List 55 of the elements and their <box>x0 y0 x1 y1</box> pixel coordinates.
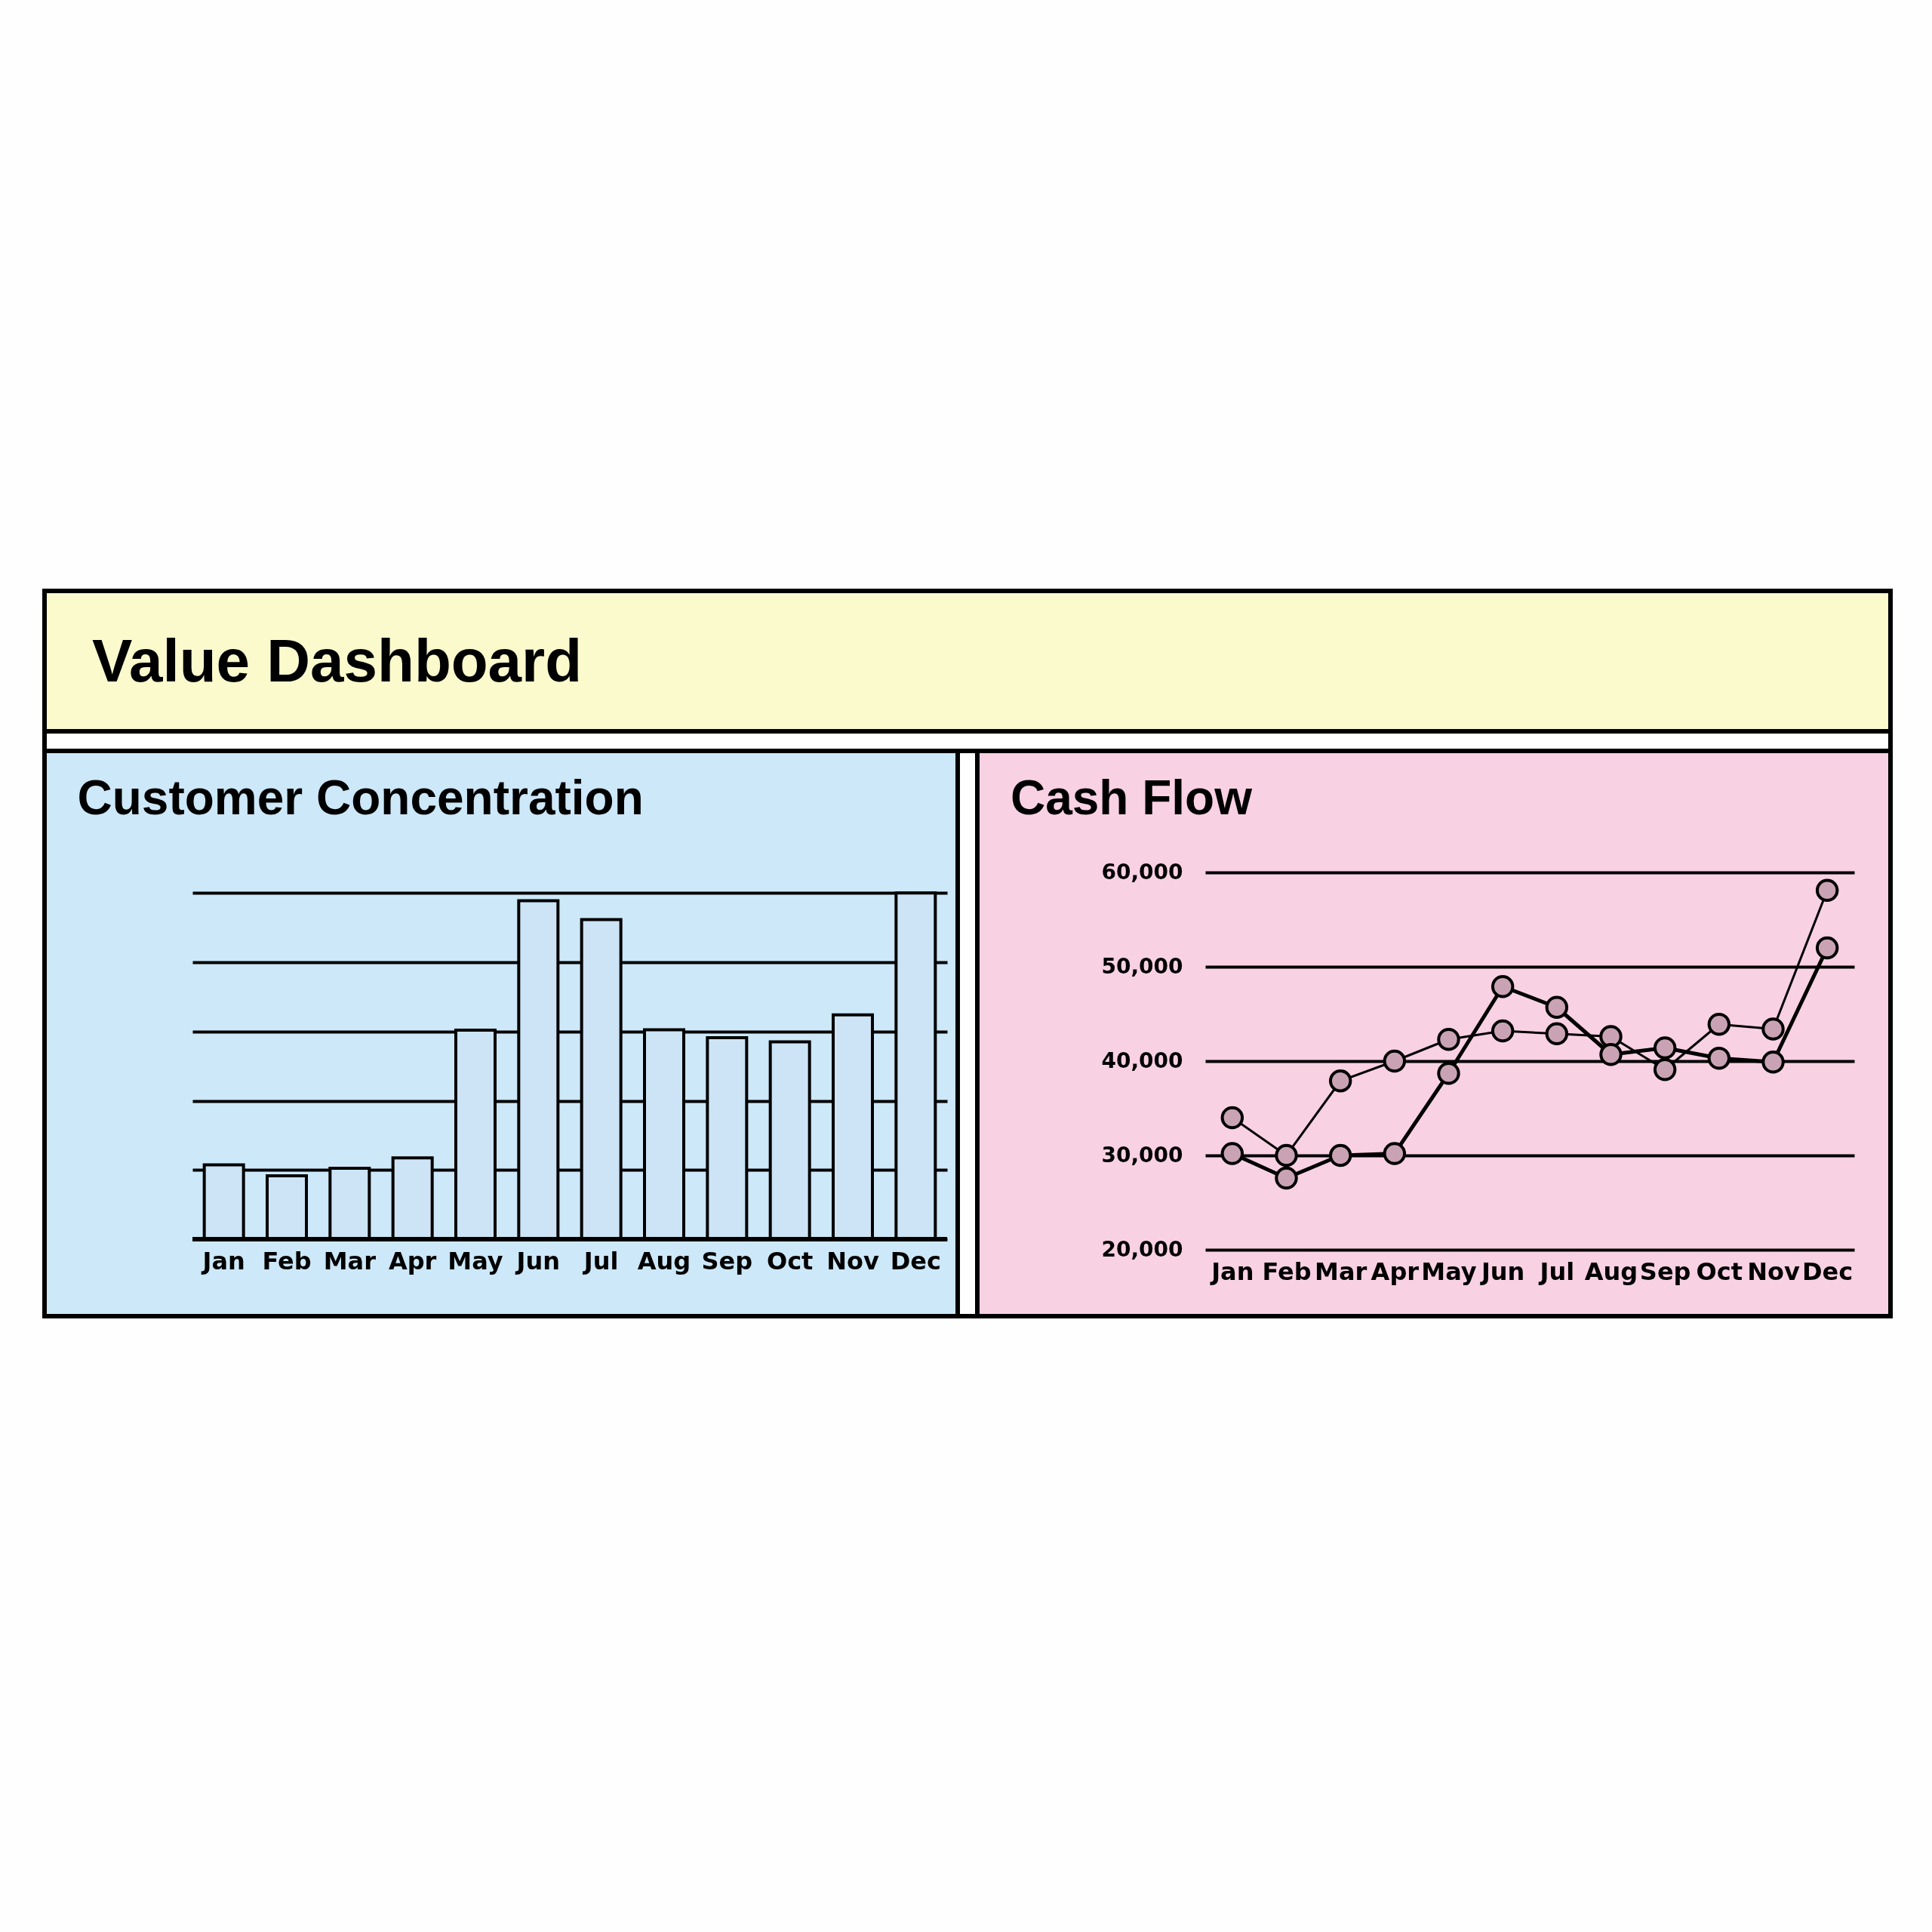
point <box>1815 878 1839 902</box>
y-tick-label: 30,000 <box>1101 1142 1183 1168</box>
x-tick-label: Aug <box>1584 1257 1638 1286</box>
point <box>1653 1036 1677 1060</box>
point <box>1437 1028 1460 1051</box>
point <box>1328 1069 1352 1093</box>
point <box>1220 1106 1244 1130</box>
x-tick-label: Aug <box>637 1246 691 1275</box>
point <box>1491 1019 1515 1043</box>
point <box>1275 1166 1298 1190</box>
x-tick-label: Feb <box>1262 1257 1312 1286</box>
x-tick-label: Apr <box>1371 1257 1420 1286</box>
x-tick-label: May <box>448 1246 503 1275</box>
point <box>1275 1143 1298 1168</box>
x-tick-label: Oct <box>766 1246 814 1275</box>
x-tick-label: Sep <box>701 1246 753 1275</box>
chart-title: Cash Flow <box>1010 771 1253 825</box>
point <box>1707 1047 1731 1070</box>
point <box>1220 1142 1244 1165</box>
x-tick-label: Jan <box>201 1246 245 1275</box>
x-tick-label: Feb <box>262 1246 312 1275</box>
point <box>1653 1058 1677 1081</box>
y-tick-label: 40,000 <box>1101 1048 1183 1073</box>
point <box>1328 1143 1352 1168</box>
x-tick-label: Jul <box>1538 1257 1575 1286</box>
x-tick-label: Jun <box>1479 1257 1525 1286</box>
x-tick-label: Nov <box>826 1246 879 1275</box>
x-tick-label: Oct <box>1696 1257 1743 1286</box>
point <box>1599 1043 1623 1066</box>
text: Value Dashboard <box>92 626 583 696</box>
x-tick-label: Sep <box>1639 1257 1691 1286</box>
x-tick-label: Jun <box>515 1246 561 1275</box>
x-tick-label: Nov <box>1747 1257 1800 1286</box>
point <box>1383 1049 1407 1073</box>
point <box>1383 1142 1407 1165</box>
point <box>1707 1013 1731 1036</box>
point <box>1761 1051 1785 1074</box>
point <box>1545 995 1569 1019</box>
y-tick-label: 60,000 <box>1101 859 1183 884</box>
x-tick-label: Jan <box>1210 1257 1254 1286</box>
x-tick-label: Dec <box>1802 1257 1854 1286</box>
point <box>1437 1062 1460 1085</box>
x-tick-label: Dec <box>890 1246 941 1275</box>
y-tick-label: 50,000 <box>1101 953 1183 979</box>
point <box>1491 975 1515 998</box>
x-tick-label: Jul <box>582 1246 619 1275</box>
point <box>1761 1017 1785 1041</box>
x-tick-label: Apr <box>388 1246 437 1275</box>
point <box>1815 936 1839 960</box>
point <box>1545 1022 1569 1045</box>
x-tick-label: Mar <box>1315 1257 1367 1286</box>
chart-title: Customer Concentration <box>77 771 644 825</box>
x-tick-label: May <box>1421 1257 1477 1286</box>
x-tick-label: Mar <box>323 1246 377 1275</box>
y-tick-label: 20,000 <box>1101 1236 1183 1262</box>
